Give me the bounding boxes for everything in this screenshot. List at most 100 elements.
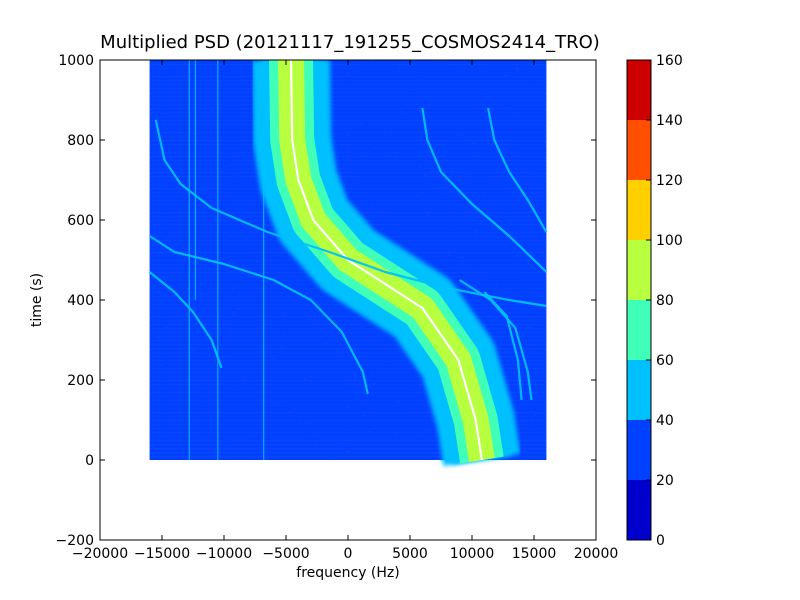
x-tick-label: 20000 xyxy=(574,546,619,562)
heatmap-speckle xyxy=(190,128,193,130)
heatmap-speckle xyxy=(158,291,161,293)
heatmap-speckle xyxy=(201,393,204,395)
heatmap-speckle xyxy=(326,342,329,344)
heatmap-row-stripe xyxy=(149,68,547,70)
heatmap-speckle xyxy=(199,293,202,295)
heatmap-speckle xyxy=(540,457,543,459)
heatmap-speckle xyxy=(185,313,188,315)
heatmap-row-stripe xyxy=(149,352,547,354)
heatmap-speckle xyxy=(483,94,486,96)
heatmap-speckle xyxy=(164,113,167,115)
heatmap-speckle xyxy=(368,411,371,413)
heatmap-speckle xyxy=(269,249,272,251)
heatmap-speckle xyxy=(346,450,349,452)
heatmap-speckle xyxy=(164,394,167,396)
heatmap-speckle xyxy=(225,239,228,241)
heatmap-canvas xyxy=(148,60,548,466)
heatmap-row-stripe xyxy=(149,380,547,382)
heatmap-row-stripe xyxy=(149,336,547,338)
heatmap-speckle xyxy=(293,408,296,410)
heatmap-row-stripe xyxy=(149,372,547,374)
heatmap-speckle xyxy=(162,436,165,438)
heatmap-speckle xyxy=(449,65,452,67)
heatmap-speckle xyxy=(202,189,205,191)
heatmap-speckle xyxy=(221,423,224,425)
heatmap-speckle xyxy=(170,336,173,338)
heatmap-row-stripe xyxy=(149,444,547,446)
heatmap-speckle xyxy=(171,361,174,363)
heatmap-speckle xyxy=(311,436,314,438)
heatmap-speckle xyxy=(534,414,537,416)
heatmap-speckle xyxy=(244,379,247,381)
heatmap-speckle xyxy=(176,243,179,245)
heatmap-speckle xyxy=(532,368,535,370)
heatmap-speckle xyxy=(239,243,242,245)
heatmap-speckle xyxy=(347,157,350,159)
heatmap-speckle xyxy=(321,314,324,316)
heatmap-row-stripe xyxy=(149,96,547,98)
heatmap-speckle xyxy=(418,385,421,387)
heatmap-row-stripe xyxy=(149,340,547,342)
heatmap-row-stripe xyxy=(149,428,547,430)
heatmap-speckle xyxy=(150,425,153,427)
heatmap-speckle xyxy=(380,228,383,230)
heatmap-speckle xyxy=(202,240,205,242)
heatmap-speckle xyxy=(482,194,485,196)
heatmap-speckle xyxy=(237,204,240,206)
heatmap-speckle xyxy=(364,111,367,113)
heatmap-row-stripe xyxy=(149,392,547,394)
heatmap-row-stripe xyxy=(149,412,547,414)
heatmap-speckle xyxy=(435,124,438,126)
heatmap-speckle xyxy=(394,152,397,154)
heatmap-speckle xyxy=(375,186,378,188)
y-tick-label: 200 xyxy=(67,373,94,389)
heatmap-speckle xyxy=(370,368,373,370)
colorbar-segment xyxy=(627,300,651,360)
heatmap-speckle xyxy=(366,155,369,157)
heatmap-speckle xyxy=(542,160,545,162)
heatmap-speckle xyxy=(281,345,284,347)
heatmap-speckle xyxy=(205,257,208,259)
heatmap-speckle xyxy=(540,168,543,170)
heatmap-speckle xyxy=(237,168,240,170)
heatmap-speckle xyxy=(452,173,455,175)
heatmap-row-stripe xyxy=(149,404,547,406)
heatmap-speckle xyxy=(199,80,202,82)
heatmap-row-stripe xyxy=(149,368,547,370)
heatmap-speckle xyxy=(427,130,430,132)
heatmap-row-stripe xyxy=(149,180,547,182)
heatmap-speckle xyxy=(528,374,531,376)
heatmap-speckle xyxy=(460,256,463,258)
heatmap-row-stripe xyxy=(149,100,547,102)
heatmap-speckle xyxy=(533,176,536,178)
heatmap-speckle xyxy=(374,147,377,149)
heatmap-speckle xyxy=(357,394,360,396)
heatmap-speckle xyxy=(217,86,220,88)
heatmap-speckle xyxy=(516,263,519,265)
heatmap-speckle xyxy=(392,62,395,64)
heatmap-speckle xyxy=(530,421,533,423)
heatmap-speckle xyxy=(310,376,313,378)
heatmap-speckle xyxy=(232,301,235,303)
heatmap-speckle xyxy=(167,133,170,135)
heatmap-row-stripe xyxy=(149,152,547,154)
heatmap-speckle xyxy=(241,394,244,396)
heatmap-speckle xyxy=(232,389,235,391)
heatmap-speckle xyxy=(213,143,216,145)
heatmap-row-stripe xyxy=(149,456,547,458)
heatmap-row-stripe xyxy=(149,388,547,390)
heatmap-row-stripe xyxy=(149,316,547,318)
colorbar-segment xyxy=(627,480,651,540)
heatmap-speckle xyxy=(439,60,442,62)
heatmap-speckle xyxy=(491,321,494,323)
heatmap-speckle xyxy=(435,255,438,257)
colorbar-tick-label: 120 xyxy=(656,173,683,189)
colorbar-tick-label: 40 xyxy=(656,413,674,429)
heatmap-speckle xyxy=(178,132,181,134)
heatmap-speckle xyxy=(230,234,233,236)
heatmap-row-stripe xyxy=(149,164,547,166)
heatmap-speckle xyxy=(530,429,533,431)
heatmap-speckle xyxy=(429,97,432,99)
heatmap-row-stripe xyxy=(149,88,547,90)
heatmap-speckle xyxy=(195,183,198,185)
